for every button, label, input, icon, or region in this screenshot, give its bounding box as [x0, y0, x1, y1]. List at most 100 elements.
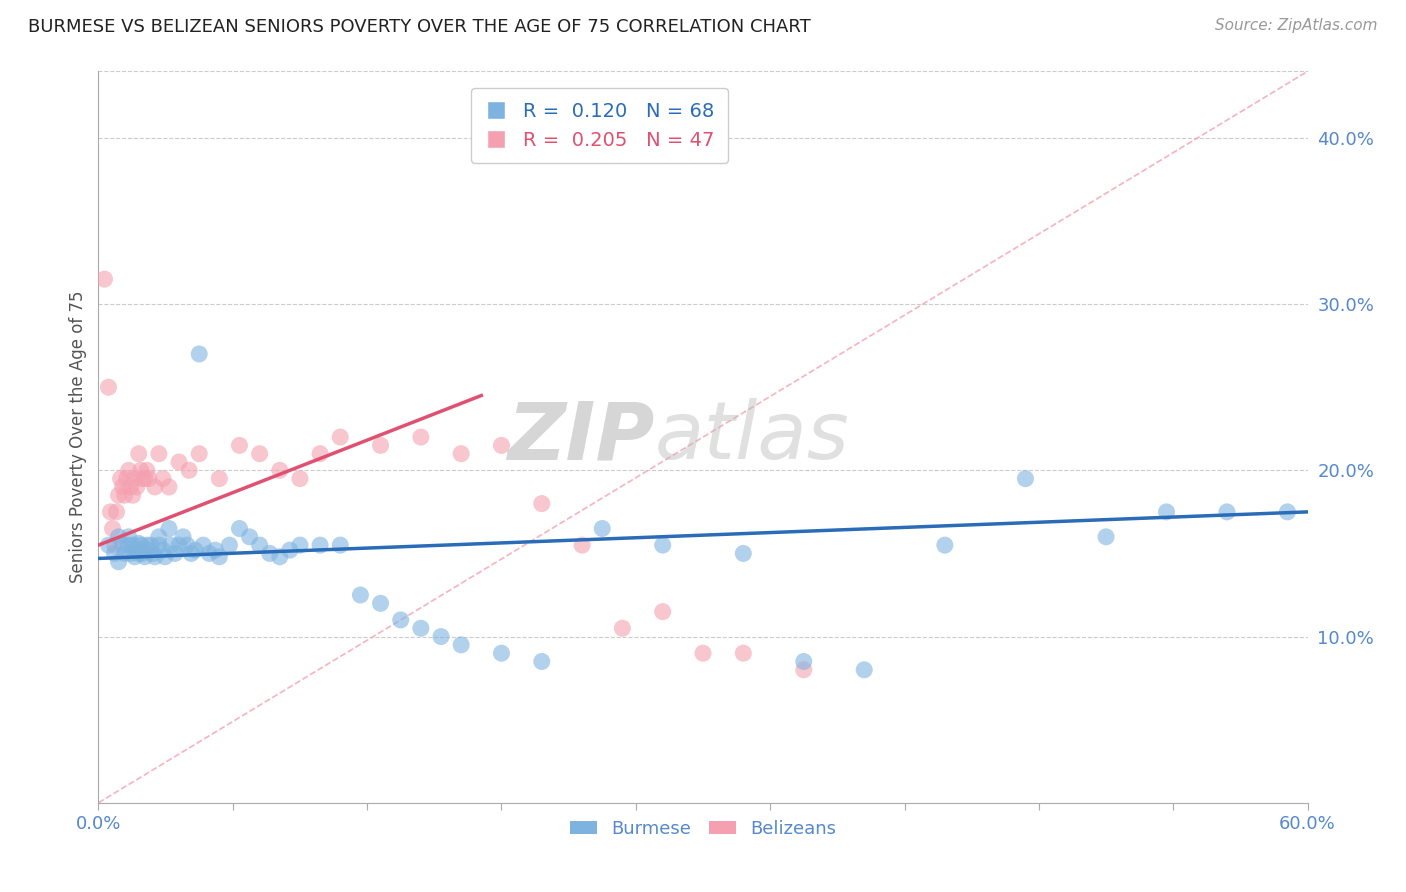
Point — [228, 521, 250, 535]
Point — [128, 536, 150, 550]
Point — [118, 463, 141, 477]
Point — [530, 497, 553, 511]
Point — [143, 549, 166, 564]
Point — [184, 543, 207, 558]
Point — [259, 546, 281, 560]
Point — [450, 638, 472, 652]
Point — [249, 538, 271, 552]
Point — [107, 555, 129, 569]
Point — [389, 613, 412, 627]
Point — [1277, 505, 1299, 519]
Text: atlas: atlas — [655, 398, 849, 476]
Point — [309, 447, 332, 461]
Point — [733, 646, 755, 660]
Point — [329, 538, 352, 552]
Point — [93, 272, 115, 286]
Point — [167, 538, 190, 552]
Text: BURMESE VS BELIZEAN SENIORS POVERTY OVER THE AGE OF 75 CORRELATION CHART: BURMESE VS BELIZEAN SENIORS POVERTY OVER… — [28, 18, 811, 36]
Point — [132, 472, 155, 486]
Point — [148, 447, 170, 461]
Point — [111, 538, 134, 552]
Point — [591, 521, 613, 535]
Point — [120, 546, 142, 560]
Point — [651, 605, 673, 619]
Point — [167, 455, 190, 469]
Point — [370, 438, 392, 452]
Point — [120, 480, 142, 494]
Y-axis label: Seniors Poverty Over the Age of 75: Seniors Poverty Over the Age of 75 — [69, 291, 87, 583]
Point — [793, 655, 815, 669]
Point — [612, 621, 634, 635]
Point — [105, 505, 128, 519]
Point — [278, 543, 301, 558]
Point — [450, 447, 472, 461]
Point — [269, 549, 291, 564]
Point — [228, 438, 250, 452]
Point — [134, 549, 156, 564]
Point — [97, 538, 120, 552]
Point — [103, 538, 125, 552]
Point — [101, 521, 124, 535]
Point — [208, 472, 231, 486]
Point — [409, 621, 432, 635]
Point — [208, 549, 231, 564]
Point — [176, 538, 198, 552]
Point — [172, 530, 194, 544]
Legend: Burmese, Belizeans: Burmese, Belizeans — [562, 813, 844, 845]
Point — [491, 646, 513, 660]
Point — [651, 538, 673, 552]
Point — [107, 530, 129, 544]
Point — [121, 488, 143, 502]
Point — [204, 543, 226, 558]
Point — [1156, 505, 1178, 519]
Point — [793, 663, 815, 677]
Point — [118, 530, 141, 544]
Point — [288, 538, 311, 552]
Point — [134, 472, 156, 486]
Point — [1095, 530, 1118, 544]
Point — [114, 488, 136, 502]
Point — [129, 538, 152, 552]
Point — [107, 488, 129, 502]
Point — [530, 655, 553, 669]
Point — [853, 663, 876, 677]
Point — [692, 646, 714, 660]
Point — [188, 447, 211, 461]
Point — [179, 463, 201, 477]
Point — [1014, 472, 1036, 486]
Point — [132, 546, 155, 560]
Point — [198, 546, 221, 560]
Point — [269, 463, 291, 477]
Point — [110, 472, 132, 486]
Point — [180, 546, 202, 560]
Point — [148, 530, 170, 544]
Point — [329, 430, 352, 444]
Point — [148, 538, 170, 552]
Point — [124, 549, 146, 564]
Point — [370, 596, 392, 610]
Point — [121, 538, 143, 552]
Point — [188, 347, 211, 361]
Point — [100, 505, 122, 519]
Text: Source: ZipAtlas.com: Source: ZipAtlas.com — [1215, 18, 1378, 33]
Point — [129, 463, 152, 477]
Point — [152, 472, 174, 486]
Point — [1216, 505, 1239, 519]
Point — [239, 530, 262, 544]
Text: ZIP: ZIP — [508, 398, 655, 476]
Point — [114, 546, 136, 560]
Point — [128, 447, 150, 461]
Point — [153, 549, 176, 564]
Point — [124, 472, 146, 486]
Point — [160, 538, 183, 552]
Point — [111, 480, 134, 494]
Point — [934, 538, 956, 552]
Point — [309, 538, 332, 552]
Point — [157, 480, 180, 494]
Point — [288, 472, 311, 486]
Point — [125, 480, 148, 494]
Point — [491, 438, 513, 452]
Point — [125, 543, 148, 558]
Point — [193, 538, 215, 552]
Point — [430, 630, 453, 644]
